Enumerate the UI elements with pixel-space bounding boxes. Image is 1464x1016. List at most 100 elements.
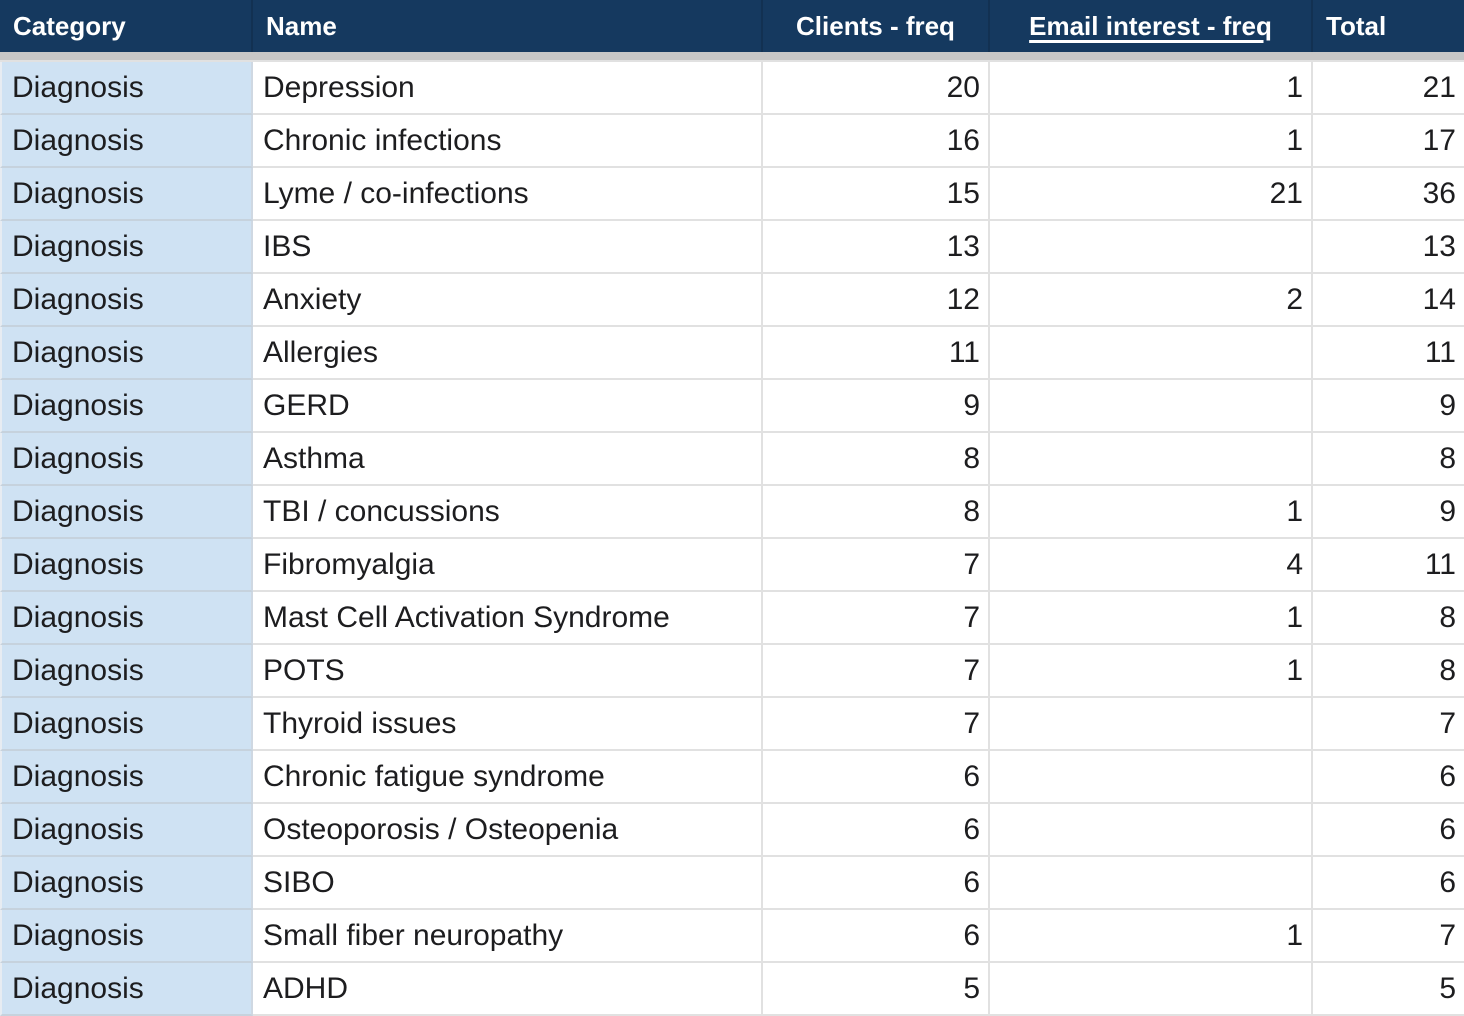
clients-freq-cell[interactable]: 7 — [763, 539, 990, 592]
category-cell[interactable]: Diagnosis — [0, 168, 253, 221]
name-cell[interactable]: Allergies — [253, 327, 763, 380]
name-cell[interactable]: ADHD — [253, 963, 763, 1016]
column-header-name[interactable]: Name — [253, 0, 763, 52]
category-value: Diagnosis — [12, 865, 144, 899]
name-cell[interactable]: Chronic infections — [253, 115, 763, 168]
email-interest-freq-cell[interactable]: 1 — [990, 592, 1313, 645]
email-interest-freq-cell[interactable] — [990, 433, 1313, 486]
category-cell[interactable]: Diagnosis — [0, 327, 253, 380]
email-interest-freq-cell[interactable] — [990, 221, 1313, 274]
email-interest-freq-cell[interactable]: 2 — [990, 274, 1313, 327]
total-cell[interactable]: 13 — [1313, 221, 1464, 274]
category-cell[interactable]: Diagnosis — [0, 380, 253, 433]
email-interest-freq-cell[interactable] — [990, 751, 1313, 804]
clients-freq-cell[interactable]: 20 — [763, 62, 990, 115]
email-interest-freq-cell[interactable] — [990, 963, 1313, 1016]
clients-freq-value: 6 — [963, 918, 980, 952]
name-cell[interactable]: Depression — [253, 62, 763, 115]
name-cell[interactable]: GERD — [253, 380, 763, 433]
email-interest-freq-cell[interactable] — [990, 327, 1313, 380]
clients-freq-cell[interactable]: 7 — [763, 645, 990, 698]
total-cell[interactable]: 6 — [1313, 751, 1464, 804]
total-cell[interactable]: 6 — [1313, 857, 1464, 910]
total-cell[interactable]: 17 — [1313, 115, 1464, 168]
category-cell[interactable]: Diagnosis — [0, 115, 253, 168]
name-cell[interactable]: POTS — [253, 645, 763, 698]
clients-freq-cell[interactable]: 12 — [763, 274, 990, 327]
clients-freq-cell[interactable]: 11 — [763, 327, 990, 380]
category-cell[interactable]: Diagnosis — [0, 539, 253, 592]
email-interest-freq-cell[interactable] — [990, 380, 1313, 433]
name-cell[interactable]: SIBO — [253, 857, 763, 910]
clients-freq-cell[interactable]: 15 — [763, 168, 990, 221]
column-header-total[interactable]: Total — [1313, 0, 1464, 52]
clients-freq-cell[interactable]: 8 — [763, 486, 990, 539]
total-cell[interactable]: 21 — [1313, 62, 1464, 115]
clients-freq-cell[interactable]: 7 — [763, 698, 990, 751]
total-cell[interactable]: 5 — [1313, 963, 1464, 1016]
category-cell[interactable]: Diagnosis — [0, 592, 253, 645]
name-value: Anxiety — [263, 282, 362, 316]
column-header-clients-freq[interactable]: Clients - freq — [763, 0, 990, 52]
category-cell[interactable]: Diagnosis — [0, 751, 253, 804]
clients-freq-cell[interactable]: 9 — [763, 380, 990, 433]
email-interest-freq-cell[interactable]: 4 — [990, 539, 1313, 592]
total-cell[interactable]: 8 — [1313, 645, 1464, 698]
category-cell[interactable]: Diagnosis — [0, 963, 253, 1016]
total-cell[interactable]: 8 — [1313, 592, 1464, 645]
clients-freq-cell[interactable]: 16 — [763, 115, 990, 168]
email-interest-freq-cell[interactable]: 1 — [990, 645, 1313, 698]
name-cell[interactable]: IBS — [253, 221, 763, 274]
total-cell[interactable]: 7 — [1313, 698, 1464, 751]
total-cell[interactable]: 6 — [1313, 804, 1464, 857]
category-cell[interactable]: Diagnosis — [0, 486, 253, 539]
email-interest-freq-cell[interactable]: 1 — [990, 910, 1313, 963]
name-cell[interactable]: Osteoporosis / Osteopenia — [253, 804, 763, 857]
name-cell[interactable]: Asthma — [253, 433, 763, 486]
total-cell[interactable]: 9 — [1313, 380, 1464, 433]
column-header-email-interest-freq[interactable]: Email interest - freq — [990, 0, 1313, 52]
name-cell[interactable]: Fibromyalgia — [253, 539, 763, 592]
category-cell[interactable]: Diagnosis — [0, 857, 253, 910]
category-cell[interactable]: Diagnosis — [0, 62, 253, 115]
name-cell[interactable]: Lyme / co-infections — [253, 168, 763, 221]
name-cell[interactable]: Anxiety — [253, 274, 763, 327]
email-interest-freq-value: 1 — [1286, 123, 1303, 157]
clients-freq-cell[interactable]: 8 — [763, 433, 990, 486]
name-cell[interactable]: TBI / concussions — [253, 486, 763, 539]
total-cell[interactable]: 9 — [1313, 486, 1464, 539]
total-cell[interactable]: 11 — [1313, 327, 1464, 380]
category-cell[interactable]: Diagnosis — [0, 274, 253, 327]
category-cell[interactable]: Diagnosis — [0, 804, 253, 857]
column-header-category[interactable]: Category — [0, 0, 253, 52]
email-interest-freq-cell[interactable]: 1 — [990, 62, 1313, 115]
clients-freq-cell[interactable]: 6 — [763, 910, 990, 963]
clients-freq-cell[interactable]: 6 — [763, 857, 990, 910]
total-cell[interactable]: 36 — [1313, 168, 1464, 221]
total-cell[interactable]: 8 — [1313, 433, 1464, 486]
total-cell[interactable]: 7 — [1313, 910, 1464, 963]
category-cell[interactable]: Diagnosis — [0, 221, 253, 274]
category-cell[interactable]: Diagnosis — [0, 433, 253, 486]
email-interest-freq-cell[interactable]: 1 — [990, 115, 1313, 168]
category-cell[interactable]: Diagnosis — [0, 698, 253, 751]
email-interest-freq-cell[interactable] — [990, 804, 1313, 857]
category-cell[interactable]: Diagnosis — [0, 645, 253, 698]
email-interest-freq-cell[interactable] — [990, 857, 1313, 910]
name-cell[interactable]: Thyroid issues — [253, 698, 763, 751]
clients-freq-cell[interactable]: 5 — [763, 963, 990, 1016]
name-cell[interactable]: Small fiber neuropathy — [253, 910, 763, 963]
total-cell[interactable]: 11 — [1313, 539, 1464, 592]
name-cell[interactable]: Chronic fatigue syndrome — [253, 751, 763, 804]
clients-freq-cell[interactable]: 6 — [763, 751, 990, 804]
table-row: Diagnosis Chronic fatigue syndrome 6 6 — [0, 751, 1464, 804]
clients-freq-cell[interactable]: 7 — [763, 592, 990, 645]
clients-freq-cell[interactable]: 13 — [763, 221, 990, 274]
email-interest-freq-cell[interactable] — [990, 698, 1313, 751]
email-interest-freq-cell[interactable]: 21 — [990, 168, 1313, 221]
category-cell[interactable]: Diagnosis — [0, 910, 253, 963]
total-cell[interactable]: 14 — [1313, 274, 1464, 327]
clients-freq-cell[interactable]: 6 — [763, 804, 990, 857]
email-interest-freq-cell[interactable]: 1 — [990, 486, 1313, 539]
name-cell[interactable]: Mast Cell Activation Syndrome — [253, 592, 763, 645]
